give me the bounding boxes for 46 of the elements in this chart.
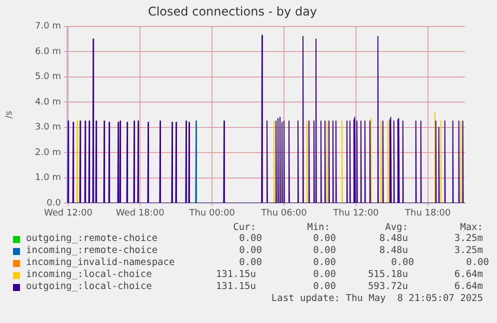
y-tick-label: 5.0 m: [35, 72, 61, 82]
text: Avg:: [385, 222, 408, 233]
x-tick-label: Thu 06:00: [260, 208, 308, 219]
text: 0.00: [239, 233, 262, 244]
text: Last update: Thu May 8 21:05:07 2025: [271, 293, 483, 304]
text: 515.18u: [368, 269, 408, 280]
text: 0.00: [466, 257, 489, 268]
text: 0.00: [239, 257, 262, 268]
text: 0.00: [313, 245, 336, 256]
text: 6.64m: [454, 269, 483, 280]
x-tick-label: Thu 12:00: [332, 208, 380, 219]
text: 0.00: [313, 257, 336, 268]
x-tick-label: Wed 12:00: [44, 208, 93, 219]
x-tick-label: Thu 00:00: [188, 208, 236, 219]
text: 131.15u: [216, 281, 256, 292]
y-tick-label: 0.0: [46, 198, 62, 208]
legend-label: incoming_:remote-choice: [26, 245, 158, 256]
y-tick-label: 1.0 m: [35, 173, 61, 184]
text: 131.15u: [216, 269, 256, 280]
text: 0.00: [313, 281, 336, 292]
legend-label: incoming_:local-choice: [26, 269, 152, 280]
text: 0.00: [239, 245, 262, 256]
text: 593.72u: [368, 281, 408, 292]
y-tick-label: 2.0 m: [35, 148, 61, 158]
y-tick-label: 4.0 m: [35, 97, 61, 108]
legend-label: incoming_invalid-namespace: [26, 257, 175, 268]
x-tick-label: Wed 18:00: [116, 208, 165, 219]
y-tick-label: 6.0 m: [35, 46, 61, 57]
text: 6.64m: [454, 281, 483, 292]
text: Max:: [460, 222, 483, 233]
legend-label: outgoing_:local-choice: [26, 281, 152, 292]
legend-label: outgoing_:remote-choice: [26, 233, 158, 244]
text: 0.00: [313, 233, 336, 244]
text: Cur:: [233, 222, 256, 233]
text: 0.00: [391, 257, 414, 268]
y-axis-title: /s: [4, 110, 15, 119]
text: 8.48u: [379, 233, 408, 244]
text: 3.25m: [454, 233, 483, 244]
y-tick-label: 7.0 m: [35, 22, 61, 32]
text: 8.48u: [379, 245, 408, 256]
text: 3.25m: [454, 245, 483, 256]
text: Min:: [307, 222, 330, 233]
x-tick-label: Thu 18:00: [404, 208, 451, 219]
text: 0.00: [313, 269, 336, 280]
chart-title: Closed connections - by day: [148, 4, 318, 18]
y-tick-label: 3.0 m: [35, 122, 61, 133]
